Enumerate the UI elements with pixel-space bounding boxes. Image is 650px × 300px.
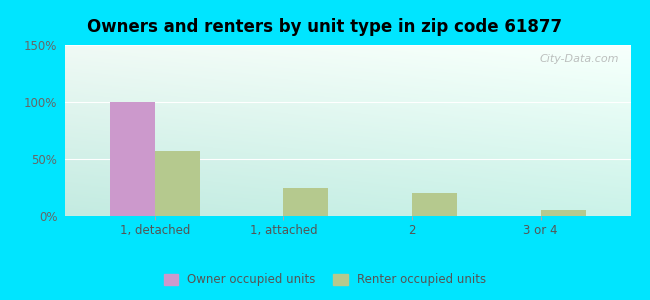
Text: Owners and renters by unit type in zip code 61877: Owners and renters by unit type in zip c… <box>88 18 562 36</box>
Bar <box>110 102 155 216</box>
Text: City-Data.com: City-Data.com <box>540 53 619 64</box>
Bar <box>155 151 200 216</box>
Bar <box>283 188 328 216</box>
Bar <box>412 193 457 216</box>
Legend: Owner occupied units, Renter occupied units: Owner occupied units, Renter occupied un… <box>159 269 491 291</box>
Bar <box>541 210 586 216</box>
